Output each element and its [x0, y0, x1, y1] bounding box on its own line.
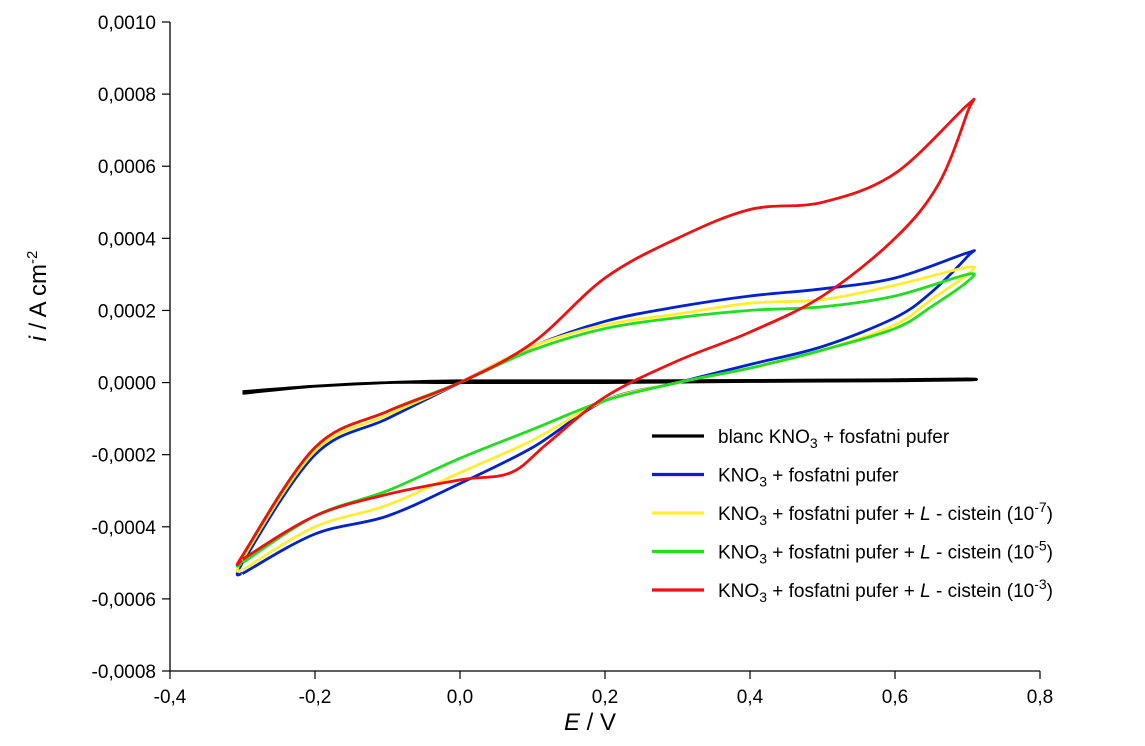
legend-entry-1: KNO3 + fosfatni pufer [718, 466, 899, 490]
x-tick-label: 0,4 [737, 687, 764, 708]
legend: blanc KNO3 + fosfatni pufer KNO3 + fosfat… [652, 427, 1053, 605]
y-tick-label: 0,0008 [98, 85, 156, 106]
y-tick-label: 0,0000 [98, 374, 156, 395]
series-line-0 [242, 377, 978, 395]
plot-lines [235, 97, 978, 577]
x-tick-label: 0,6 [882, 687, 908, 708]
x-tick-label: -0,2 [299, 687, 332, 708]
y-tick-label: 0,0006 [98, 157, 156, 178]
y-tick-label: 0,0010 [98, 13, 156, 34]
x-axis-ticks: -0,4 -0,2 0,0 0,2 0,4 0,6 0,8 [154, 671, 1053, 708]
legend-entry-0: blanc KNO3 + fosfatni pufer [718, 427, 950, 451]
x-tick-label: -0,4 [154, 687, 187, 708]
x-axis-title: E / V [564, 709, 616, 736]
y-tick-label: -0,0008 [92, 662, 156, 683]
axes [169, 22, 1040, 672]
y-tick-label: 0,0002 [98, 301, 156, 322]
y-axis-title: i / A cm-2 [24, 251, 52, 342]
legend-entry-3: KNO3 + fosfatni pufer + L - cistein (10-… [718, 538, 1053, 567]
x-tick-label: 0,8 [1027, 687, 1053, 708]
y-tick-label: -0,0006 [92, 590, 156, 611]
series-line-4 [235, 97, 976, 567]
legend-entry-2: KNO3 + fosfatni pufer + L - cistein (10-… [718, 499, 1053, 528]
x-tick-label: 0,2 [592, 687, 618, 708]
y-tick-label: 0,0004 [98, 229, 157, 250]
y-tick-label: -0,0002 [92, 446, 156, 467]
x-tick-label: 0,0 [447, 687, 473, 708]
legend-entry-4: KNO3 + fosfatni pufer + L - cistein (10-… [718, 576, 1053, 605]
series-line-1 [235, 249, 976, 577]
y-axis-ticks: -0,0008 -0,0006 -0,0004 -0,0002 0,0000 0,0002… [92, 13, 170, 683]
y-tick-label: -0,0004 [92, 518, 157, 539]
